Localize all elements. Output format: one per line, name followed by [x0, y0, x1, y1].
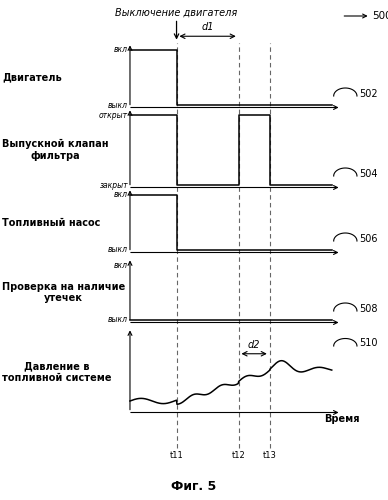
Text: Двигатель: Двигатель [2, 72, 62, 83]
Text: Время: Время [324, 414, 359, 424]
Text: Выключение двигателя: Выключение двигателя [115, 8, 238, 18]
Text: выкл: выкл [108, 246, 128, 254]
Text: Топливный насос: Топливный насос [2, 218, 100, 228]
Text: 504: 504 [359, 169, 378, 179]
Text: d1: d1 [201, 22, 214, 32]
Text: выкл: выкл [108, 100, 128, 110]
Text: 500: 500 [372, 11, 388, 21]
Text: t11: t11 [170, 451, 184, 460]
Text: Проверка на наличие
утечек: Проверка на наличие утечек [2, 282, 125, 304]
Text: Выпускной клапан
фильтра: Выпускной клапан фильтра [2, 139, 109, 161]
Text: вкл: вкл [114, 46, 128, 54]
Text: 510: 510 [359, 338, 378, 348]
Text: 508: 508 [359, 304, 378, 314]
Text: 506: 506 [359, 234, 378, 244]
Text: Фиг. 5: Фиг. 5 [171, 480, 217, 492]
Text: Давление в
топливной системе: Давление в топливной системе [2, 362, 111, 384]
Text: t13: t13 [263, 451, 277, 460]
Text: выкл: выкл [108, 316, 128, 324]
Text: закрыт: закрыт [99, 180, 128, 190]
Text: 502: 502 [359, 89, 378, 99]
Text: d2: d2 [248, 340, 260, 350]
Text: t12: t12 [232, 451, 246, 460]
Text: открыт: открыт [99, 110, 128, 120]
Text: вкл: вкл [114, 260, 128, 270]
Text: вкл: вкл [114, 190, 128, 200]
